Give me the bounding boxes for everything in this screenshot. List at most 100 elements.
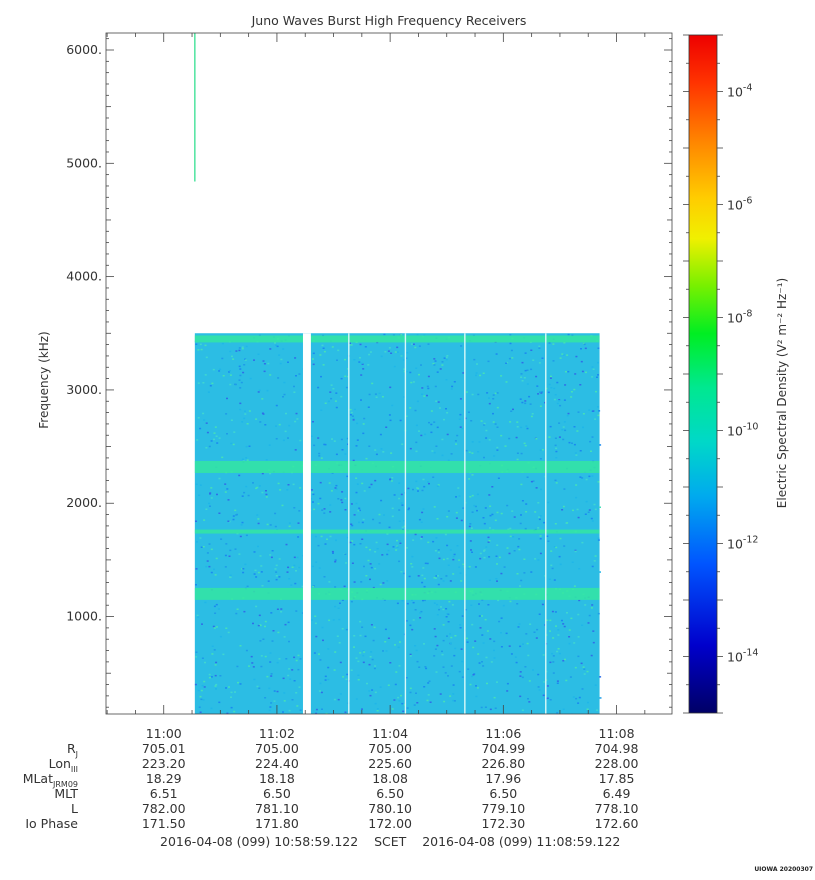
- noise-speckle: [333, 669, 336, 671]
- noise-speckle: [387, 350, 390, 352]
- noise-speckle: [552, 655, 555, 657]
- noise-speckle: [426, 394, 428, 397]
- noise-speckle: [446, 635, 448, 637]
- noise-speckle: [497, 599, 500, 602]
- noise-speckle: [277, 631, 280, 634]
- noise-speckle: [557, 634, 560, 636]
- noise-speckle: [397, 696, 400, 699]
- noise-speckle: [370, 483, 373, 486]
- noise-speckle: [483, 424, 486, 426]
- noise-speckle: [572, 696, 575, 698]
- noise-speckle: [327, 666, 330, 669]
- noise-speckle: [238, 365, 241, 368]
- noise-speckle: [533, 631, 536, 633]
- noise-speckle: [317, 544, 320, 547]
- noise-speckle: [589, 440, 592, 443]
- noise-speckle: [332, 388, 335, 390]
- noise-speckle: [293, 556, 296, 559]
- noise-speckle: [395, 549, 398, 551]
- noise-speckle: [259, 555, 262, 557]
- noise-speckle: [427, 387, 430, 390]
- noise-speckle: [362, 368, 365, 370]
- noise-speckle: [484, 706, 487, 708]
- noise-speckle: [581, 370, 584, 373]
- noise-speckle: [282, 711, 284, 713]
- noise-speckle: [276, 661, 279, 664]
- noise-speckle: [483, 422, 486, 425]
- noise-speckle: [494, 519, 497, 522]
- noise-speckle: [353, 359, 356, 361]
- noise-speckle: [561, 619, 563, 622]
- noise-speckle: [256, 514, 259, 516]
- noise-speckle: [208, 445, 211, 448]
- noise-speckle: [376, 710, 379, 712]
- noise-speckle: [475, 374, 477, 377]
- noise-speckle: [220, 538, 223, 540]
- noise-speckle: [597, 481, 600, 483]
- noise-speckle: [335, 488, 338, 490]
- noise-speckle: [355, 477, 358, 479]
- noise-speckle: [459, 426, 462, 428]
- noise-speckle: [459, 398, 462, 400]
- noise-speckle: [362, 432, 365, 435]
- noise-speckle: [353, 635, 356, 637]
- noise-speckle: [458, 566, 461, 568]
- noise-speckle: [327, 400, 330, 403]
- noise-speckle: [275, 571, 278, 573]
- ephem-value-rj: 705.00: [255, 741, 299, 756]
- noise-speckle: [345, 678, 348, 681]
- ephem-value-lon: 228.00: [594, 756, 639, 771]
- noise-speckle: [391, 708, 394, 710]
- data-gap-thin: [464, 333, 466, 714]
- time-span: 2016-04-08 (099) 10:58:59.122 SCET 2016-…: [160, 834, 620, 849]
- noise-speckle: [275, 438, 278, 440]
- noise-speckle: [496, 580, 498, 582]
- noise-speckle: [344, 453, 347, 455]
- noise-speckle: [318, 455, 321, 457]
- noise-speckle: [500, 375, 503, 377]
- noise-speckle: [540, 488, 542, 491]
- ephem-label-rj: RJ: [66, 741, 78, 759]
- noise-speckle: [215, 603, 218, 606]
- noise-speckle: [496, 511, 499, 514]
- noise-speckle: [532, 480, 535, 482]
- noise-speckle: [228, 520, 231, 523]
- noise-speckle: [240, 381, 243, 384]
- noise-speckle: [327, 678, 330, 681]
- noise-speckle: [476, 509, 478, 512]
- noise-speckle: [297, 536, 300, 538]
- noise-speckle: [446, 412, 449, 414]
- noise-speckle: [415, 441, 418, 444]
- noise-speckle: [202, 699, 205, 701]
- noise-speckle: [410, 381, 413, 384]
- noise-speckle: [480, 420, 483, 422]
- noise-speckle: [246, 423, 249, 425]
- noise-speckle: [414, 533, 417, 536]
- noise-speckle: [299, 658, 302, 660]
- noise-speckle: [346, 475, 349, 478]
- noise-speckle: [400, 571, 403, 573]
- noise-speckle: [498, 556, 501, 559]
- noise-speckle: [573, 443, 576, 446]
- noise-speckle: [468, 478, 471, 480]
- noise-speckle: [243, 610, 246, 613]
- x-tick-label: 11:02: [259, 726, 295, 741]
- ephem-value-mlat: 17.85: [598, 771, 635, 786]
- noise-speckle: [333, 698, 336, 701]
- noise-speckle: [553, 398, 556, 401]
- noise-speckle: [455, 517, 458, 519]
- noise-speckle: [210, 440, 213, 442]
- noise-speckle: [385, 426, 388, 428]
- noise-speckle: [421, 393, 424, 395]
- noise-speckle: [420, 610, 423, 613]
- ephem-value-io: 172.60: [594, 816, 639, 831]
- noise-speckle: [554, 523, 557, 525]
- noise-speckle: [237, 681, 239, 684]
- noise-speckle: [208, 565, 211, 568]
- noise-speckle: [473, 504, 476, 507]
- noise-speckle: [338, 642, 341, 644]
- noise-speckle: [561, 509, 564, 511]
- noise-speckle: [482, 642, 485, 644]
- y-tick-label: 6000.: [66, 42, 102, 57]
- noise-speckle: [461, 660, 464, 663]
